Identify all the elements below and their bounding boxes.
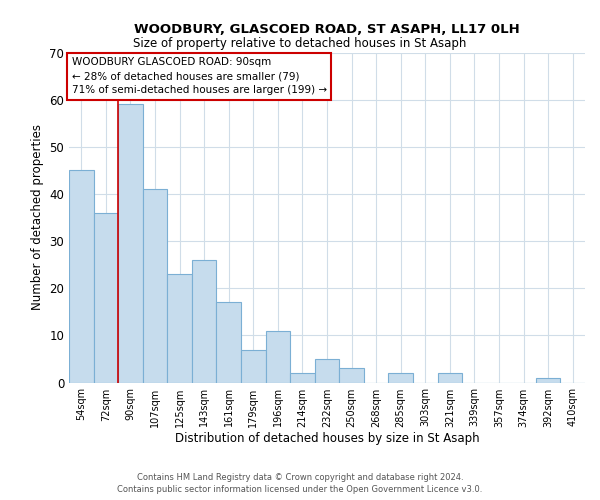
Y-axis label: Number of detached properties: Number of detached properties — [31, 124, 44, 310]
Bar — [217, 302, 241, 382]
Bar — [388, 373, 413, 382]
Text: Contains HM Land Registry data © Crown copyright and database right 2024.
Contai: Contains HM Land Registry data © Crown c… — [118, 473, 482, 494]
Bar — [167, 274, 192, 382]
Text: WOODBURY GLASCOED ROAD: 90sqm
← 28% of detached houses are smaller (79)
71% of s: WOODBURY GLASCOED ROAD: 90sqm ← 28% of d… — [71, 58, 327, 96]
Bar — [290, 373, 315, 382]
Bar — [241, 350, 266, 382]
Text: Size of property relative to detached houses in St Asaph: Size of property relative to detached ho… — [133, 38, 467, 51]
Bar — [536, 378, 560, 382]
X-axis label: Distribution of detached houses by size in St Asaph: Distribution of detached houses by size … — [175, 432, 479, 446]
Bar — [315, 359, 339, 382]
Bar — [94, 213, 118, 382]
Bar — [339, 368, 364, 382]
Bar — [266, 330, 290, 382]
Bar — [143, 189, 167, 382]
Bar — [69, 170, 94, 382]
Bar — [192, 260, 217, 382]
Bar — [118, 104, 143, 382]
Title: WOODBURY, GLASCOED ROAD, ST ASAPH, LL17 0LH: WOODBURY, GLASCOED ROAD, ST ASAPH, LL17 … — [134, 23, 520, 36]
Bar — [437, 373, 462, 382]
